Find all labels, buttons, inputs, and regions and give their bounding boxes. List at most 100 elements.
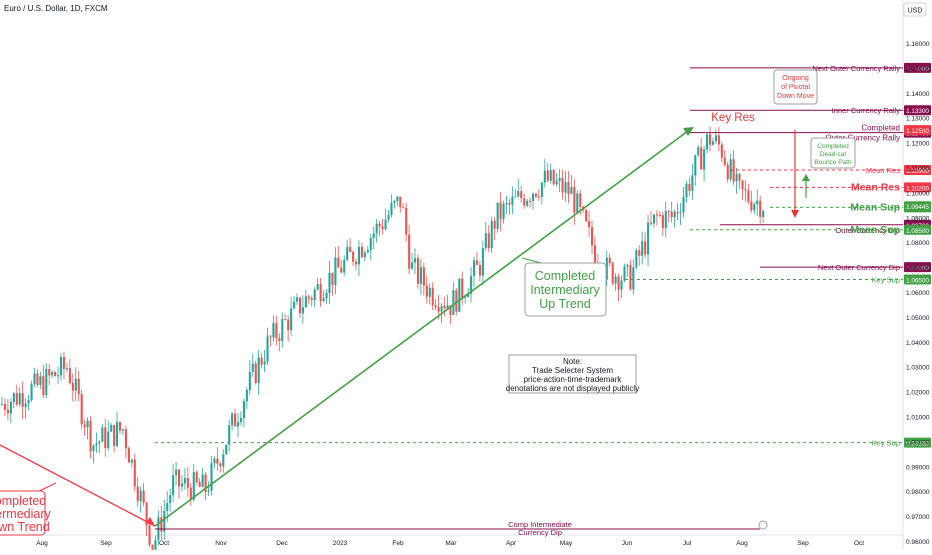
price-badge [904,224,931,235]
candle-down [667,211,670,213]
candle-up [296,297,299,302]
candle-down [478,264,481,276]
time-tick-label: Mar [445,540,457,547]
candle-down [461,278,464,298]
down-trend-arrowhead [146,517,155,526]
candle-down [349,247,352,252]
candle-up [110,424,113,432]
up-trend-label-3: Up Trend [539,297,590,311]
candle-down [48,369,51,376]
candle-down [178,469,181,487]
candle-up [484,233,487,249]
down-trend-callout-box [0,490,46,536]
price-badge [904,105,931,116]
candle-up [558,178,561,182]
price-tick-label: 0.99000 [906,464,930,471]
candle-up [729,159,732,180]
time-tick-label: Jul [683,540,692,547]
candle-down [588,221,591,228]
candle-up [697,147,700,156]
candle-up [372,233,375,238]
candle-up [304,296,307,308]
candle-up [222,454,225,467]
candle-down [189,487,192,500]
candle-up [39,376,42,385]
candle-down [319,284,322,302]
candle-down [54,371,57,377]
price-badge [904,125,931,136]
candle-down [119,422,122,431]
candle-down [475,260,479,265]
candle-up [641,241,644,256]
candle-down [534,193,538,197]
candle-up [502,203,505,220]
candle-down [638,250,641,256]
candle-down [331,272,334,286]
candle-down [307,296,310,299]
candle-up [467,293,470,297]
price-badge [904,274,931,285]
candle-up [390,202,393,215]
price-tick-label: 1.09000 [906,215,930,222]
candle-up [576,193,579,213]
candle-up [664,211,667,229]
price-badge-label: 1.13300 [906,108,929,115]
candle-up [711,141,715,145]
candle-up [346,247,349,260]
candle-up [272,322,275,338]
candle-up [107,431,110,449]
candle-up [623,266,626,281]
pivotal-move-label-3: Down Move [777,93,814,100]
candle-up [564,182,567,193]
candle-up [281,319,284,342]
time-tick-label: Dec [276,540,288,547]
candle-up [458,278,461,312]
price-badge-label: 1.09445 [906,204,929,211]
candle-up [549,170,552,181]
candle-up [95,443,98,446]
event-marker-icon[interactable] [758,520,768,530]
candle-up [393,201,396,203]
candle-down [567,182,570,195]
down-trend-label-2: Intermediary [0,507,51,521]
currency-button[interactable] [903,2,927,17]
candle-up [703,149,706,170]
price-tick-label: 1.04000 [906,340,930,347]
candle-up [473,260,476,276]
price-badge-label: 1.10200 [906,185,929,192]
candle-up [753,204,756,211]
candle-down [275,322,278,339]
candle-up [45,369,48,395]
candle-down [124,429,127,449]
candle-down [62,357,66,369]
candle-up [248,371,251,390]
price-tick-label: 1.05000 [906,315,930,322]
candle-down [408,234,411,269]
candle-down [750,201,753,211]
candle-down [136,486,139,501]
chart-title: Euro / U.S. Dollar, 1D, FXCM [4,4,108,13]
candle-down [160,517,163,532]
candle-up [213,458,216,464]
candle-up [532,193,535,202]
candle-up [540,182,543,198]
candle-up [116,422,119,446]
candle-down [449,305,452,316]
candle-down [127,448,130,463]
time-tick-label: Sep [100,540,112,547]
candle-up [51,371,54,376]
candle-up [169,495,172,504]
candle-up [490,221,493,249]
candle-down [378,223,381,227]
candle-up [411,262,414,269]
candle-down [709,134,712,145]
candle-down [744,189,747,191]
candle-up [343,259,346,273]
price-badge-label: 1.10900 [906,168,929,175]
candle-down [42,376,45,395]
candle-down [254,363,257,383]
candle-down [284,319,287,321]
price-badge-label: 1.08500 [906,228,929,235]
candle-down [113,424,116,446]
